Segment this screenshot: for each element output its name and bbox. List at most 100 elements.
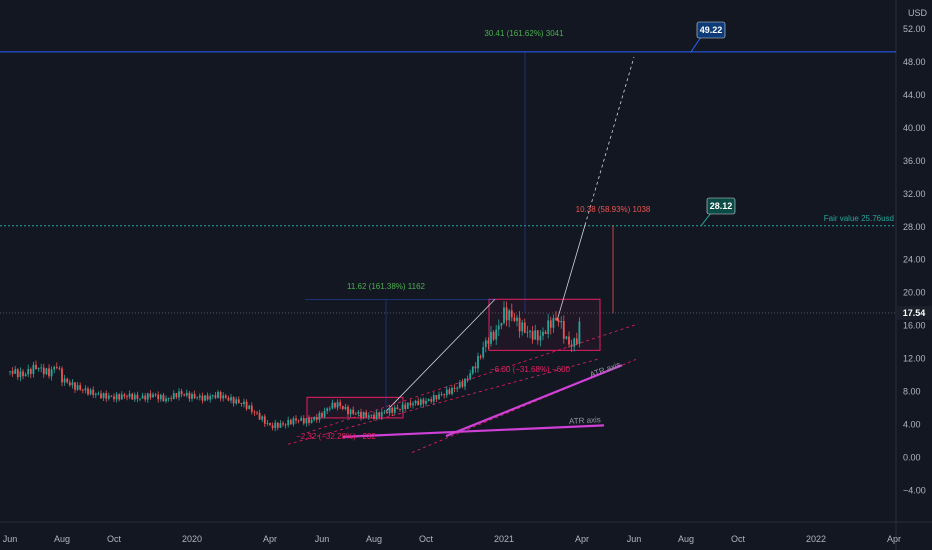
candle-body [404, 404, 407, 409]
candle-body [300, 418, 303, 421]
candle-body [105, 393, 108, 399]
candle-body [253, 411, 256, 413]
y-tick-label: 40.00 [903, 123, 926, 133]
channel-line-lower[interactable] [411, 359, 637, 453]
measure-line-2[interactable] [556, 224, 586, 321]
candle-body [531, 330, 534, 340]
candle-body [425, 400, 427, 404]
candle-body [365, 412, 368, 418]
candle-body [477, 356, 479, 369]
candle-body [487, 340, 490, 344]
candle-body [63, 378, 66, 383]
measure-line-1[interactable] [385, 298, 496, 412]
candle-body [214, 395, 217, 398]
consolidation-box-2021[interactable] [488, 298, 601, 351]
y-tick-label: 4.00 [903, 420, 921, 430]
x-tick-label: Aug [366, 534, 382, 544]
annotation-target1: 30.41 (161.62%) 3041 [484, 29, 564, 38]
candle-body [578, 321, 581, 344]
candle-body [40, 367, 43, 369]
candle-body [313, 417, 316, 420]
candle-body [263, 416, 266, 424]
candle-body [453, 387, 456, 389]
candle-body [352, 409, 355, 414]
candle-body [547, 320, 550, 334]
candle-body [250, 405, 253, 412]
candle-body [284, 424, 287, 426]
x-tick-label: Aug [678, 534, 694, 544]
price-label-text: 49.22 [700, 25, 723, 35]
price-label-box[interactable] [706, 197, 736, 215]
candle-body [97, 393, 100, 395]
y-tick-label: 28.00 [903, 222, 926, 232]
candle-body [209, 396, 212, 400]
candle-body [196, 397, 199, 399]
candle-body [302, 418, 305, 424]
x-tick-label: Jun [627, 534, 642, 544]
candle-body [42, 367, 45, 375]
candle-body [84, 388, 87, 391]
candle-body [573, 338, 576, 347]
candle-body [458, 382, 461, 388]
candle-body [456, 387, 459, 389]
channel-line-upper[interactable] [306, 323, 639, 434]
y-tick-label: 44.00 [903, 90, 926, 100]
candle-body [357, 411, 360, 414]
candle-body [185, 392, 188, 396]
x-tick-label: 2021 [494, 534, 514, 544]
candle-body [292, 418, 295, 425]
y-tick-label: 8.00 [903, 387, 921, 397]
candle-body [503, 307, 505, 324]
candle-body [505, 307, 508, 321]
candle-body [310, 419, 313, 423]
candle-body [466, 378, 469, 380]
candle-body [544, 331, 547, 334]
candle-body [383, 411, 386, 413]
candle-body [14, 369, 17, 374]
candle-body [102, 393, 105, 399]
candle-body [536, 330, 539, 341]
candle-body [555, 317, 557, 321]
candle-body [297, 420, 300, 422]
price-labels: 49.22 28.12 17.54 [690, 21, 932, 320]
candle-body [29, 368, 32, 374]
candle-body [79, 385, 82, 390]
candle-body [110, 395, 113, 397]
candle-body [448, 389, 451, 394]
atr-axis-line-1[interactable] [445, 364, 623, 438]
candle-body [100, 393, 102, 399]
projection-line[interactable] [584, 56, 635, 226]
candle-body [19, 371, 22, 378]
annotation-measure1: 11.62 (161.38%) 1162 [347, 282, 426, 291]
candle-body [479, 356, 482, 358]
y-tick-label: 0.00 [903, 452, 921, 462]
annotation-drop1: −6.00 (−31.68%) −600 [490, 365, 570, 374]
candle-body [240, 402, 243, 405]
candle-body [490, 331, 492, 344]
candle-body [279, 423, 282, 428]
current-price-text: 17.54 [903, 308, 926, 318]
annotation-drop2: −2.32 (−32.28%) −232 [296, 432, 376, 441]
candle-body [435, 395, 438, 400]
price-label-box[interactable] [696, 21, 726, 39]
x-tick-label: Jun [3, 534, 18, 544]
atr-axis-line-2[interactable] [342, 424, 605, 438]
candle-body [175, 393, 178, 398]
candle-body [318, 413, 321, 420]
price-label-pointer [700, 212, 712, 227]
candle-body [497, 325, 500, 330]
candle-body [58, 368, 61, 369]
candle-body [61, 368, 63, 383]
candle-body [219, 391, 222, 399]
candle-body [165, 398, 167, 402]
candle-body [89, 389, 92, 395]
candle-body [180, 391, 183, 395]
candle-body [206, 395, 209, 400]
candle-body [76, 385, 79, 390]
candle-body [464, 378, 466, 387]
candle-body [461, 382, 464, 387]
candle-body [438, 394, 440, 400]
